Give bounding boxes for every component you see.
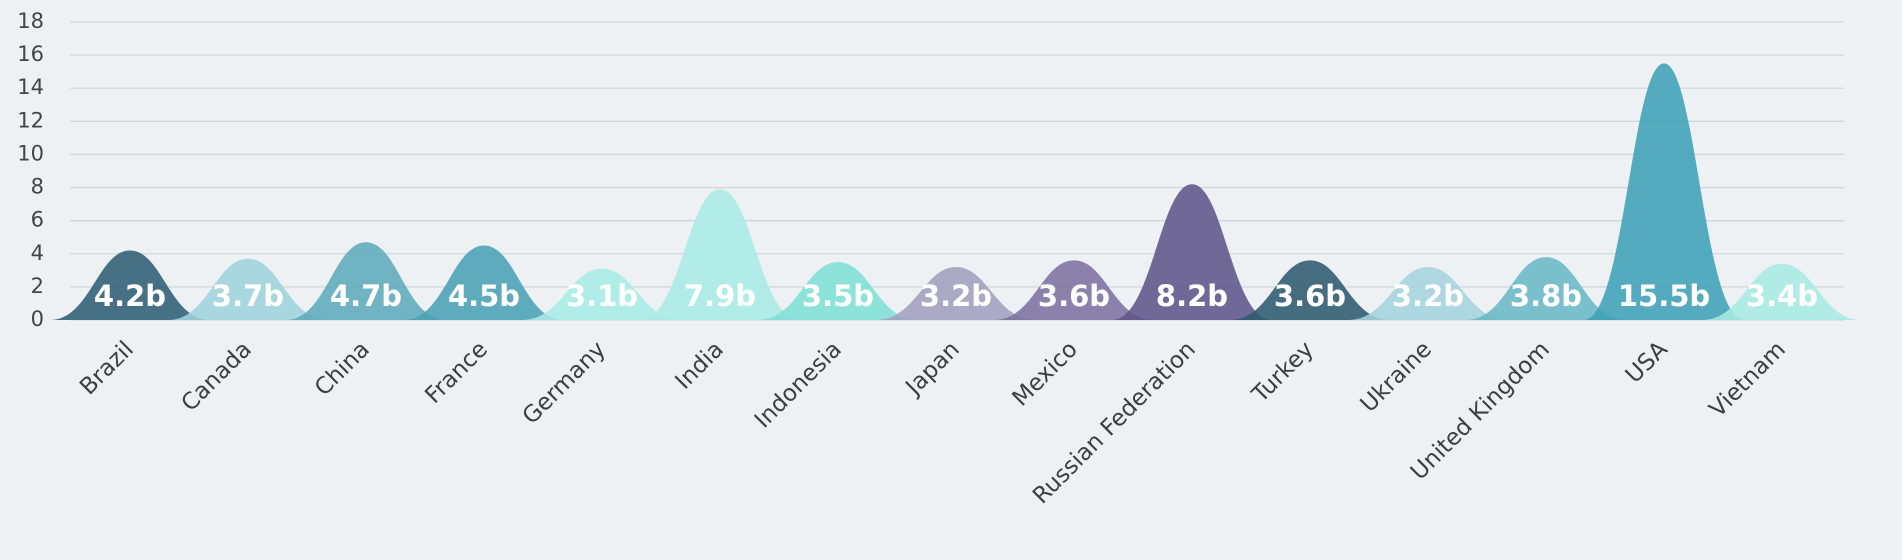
value-label: 3.8b (1510, 279, 1582, 313)
bell (522, 268, 682, 320)
value-label: 7.9b (684, 279, 756, 313)
x-tick-label: Turkey (1247, 336, 1319, 408)
bell (404, 245, 564, 320)
bell (758, 262, 918, 320)
value-label: 3.2b (1392, 279, 1464, 313)
x-tick-label: China (310, 336, 375, 401)
x-tick-label: Vietnam (1705, 336, 1791, 422)
value-label: 3.6b (1038, 279, 1110, 313)
bell (50, 250, 210, 320)
bell (1112, 184, 1272, 320)
value-label: 3.1b (566, 279, 638, 313)
y-tick-label: 14 (17, 75, 44, 99)
x-tick-label: Ukraine (1356, 336, 1437, 417)
bell (1466, 257, 1626, 320)
bell (1230, 260, 1390, 320)
bell (994, 260, 1154, 320)
x-tick-label: India (671, 336, 729, 394)
value-label: 3.5b (802, 279, 874, 313)
value-label: 15.5b (1618, 279, 1710, 313)
x-tick-label: Brazil (75, 336, 139, 400)
bell (1584, 63, 1744, 321)
value-label: 8.2b (1156, 279, 1228, 313)
bell (640, 189, 800, 320)
x-tick-label: Japan (900, 336, 965, 401)
bell (286, 242, 446, 320)
y-tick-label: 10 (17, 141, 44, 165)
y-tick-label: 4 (31, 241, 44, 265)
value-label: 3.4b (1746, 279, 1818, 313)
y-tick-label: 8 (31, 175, 44, 199)
bell (876, 267, 1036, 320)
value-label: 4.2b (94, 279, 166, 313)
y-tick-label: 18 (17, 9, 44, 33)
value-label: 4.5b (448, 279, 520, 313)
y-tick-label: 2 (31, 274, 44, 298)
x-tick-label: Canada (177, 336, 257, 416)
x-tick-label: Indonesia (750, 336, 847, 433)
y-tick-label: 0 (31, 307, 44, 331)
value-label: 4.7b (330, 279, 402, 313)
value-label: 3.6b (1274, 279, 1346, 313)
x-tick-label: Mexico (1008, 336, 1083, 411)
bell (1348, 267, 1508, 320)
y-tick-label: 16 (17, 42, 44, 66)
x-tick-label: France (420, 336, 492, 408)
bell (1702, 263, 1862, 320)
y-tick-label: 6 (31, 208, 44, 232)
y-tick-label: 12 (17, 108, 44, 132)
x-tick-label: USA (1621, 336, 1673, 388)
bell (168, 258, 328, 320)
value-label: 3.7b (212, 279, 284, 313)
value-label: 3.2b (920, 279, 992, 313)
x-tick-label: Germany (518, 336, 611, 429)
